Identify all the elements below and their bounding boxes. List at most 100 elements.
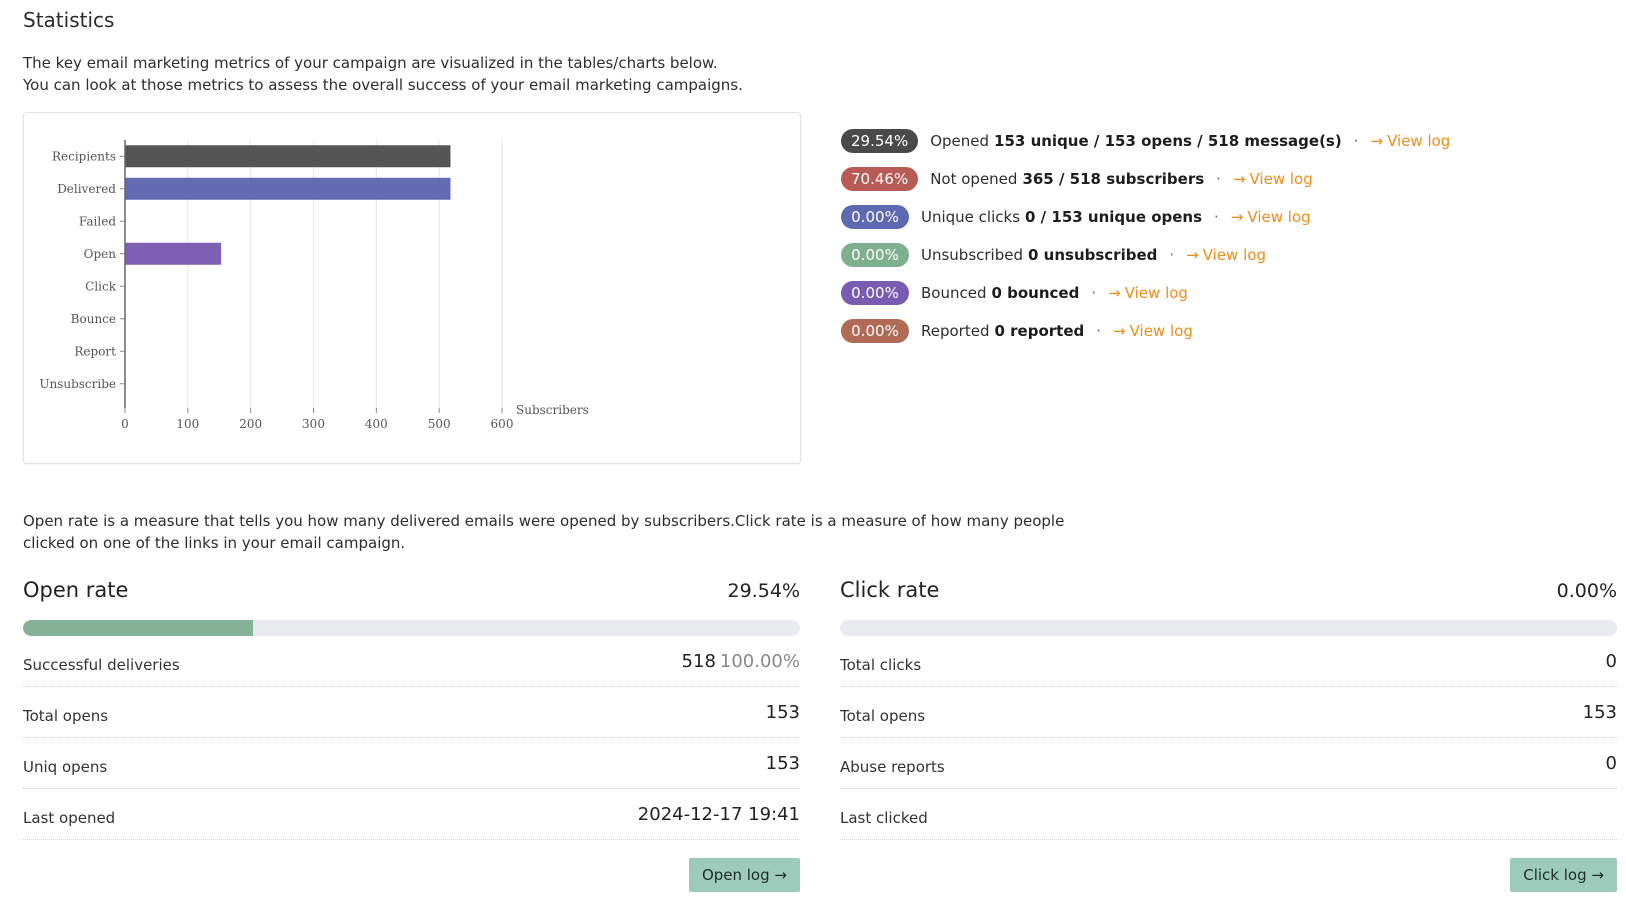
view-log-label: View log [1202,246,1266,264]
x-axis-label: Subscribers [516,403,589,417]
stat-label: Unique clicks [921,208,1021,226]
x-tick-label: 200 [239,417,262,431]
category-label: Unsubscribe [39,377,116,391]
x-tick-label: 500 [428,417,451,431]
stat-label: Unsubscribed [921,246,1023,264]
row-label: Last clicked [840,809,928,827]
stat-row-not-opened: 70.46% Not opened 365 / 518 subscribers … [841,160,1601,198]
click-rate-footer: Click log → [840,858,1617,892]
view-log-link-opened[interactable]: → View log [1371,132,1451,150]
x-tick-label: 300 [302,417,325,431]
stats-list: 29.54% Opened 153 unique / 153 opens / 5… [841,122,1601,350]
view-log-link-unique-clicks[interactable]: → View log [1231,208,1311,226]
open-rate-row-deliveries: Successful deliveries 518 100.00% [23,636,800,687]
click-rate-progress-bar [840,620,1617,636]
view-log-label: View log [1247,208,1311,226]
stat-label: Not opened [930,170,1018,188]
stat-badge: 0.00% [841,205,909,229]
stat-detail: 0 unsubscribed [1028,246,1158,264]
click-rate-panel: Click rate 0.00% Total clicks 0 Total op… [840,578,1617,892]
bar-delivered [125,177,451,200]
stat-label: Bounced [921,284,987,302]
open-rate-progress-fill [23,620,253,636]
arrow-right-icon: → [1186,246,1199,264]
open-rate-footer: Open log → [23,858,800,892]
row-value: 153 [765,752,800,774]
bar-recipients [125,145,451,168]
stat-detail: 365 / 518 subscribers [1022,170,1205,188]
separator-dot: · [1353,132,1359,150]
separator-dot: · [1214,208,1219,226]
stat-row-unsubscribed: 0.00% Unsubscribed 0 unsubscribed · → Vie… [841,236,1601,274]
stat-badge: 70.46% [841,167,919,191]
row-value: 2024-12-17 19:41 [637,803,800,825]
x-tick-label: 0 [121,417,129,431]
open-rate-row-total-opens: Total opens 153 [23,687,800,738]
separator-dot: · [1216,170,1221,188]
click-rate-title: Click rate [840,578,940,602]
open-log-button[interactable]: Open log → [688,858,800,892]
arrow-right-icon: → [1370,132,1384,150]
bar-open [125,242,222,265]
stat-detail: 0 reported [994,322,1085,340]
stat-badge: 0.00% [841,281,909,305]
category-label: Report [74,344,116,358]
row-value: 518 100.00% [682,651,800,672]
click-rate-row-abuse-reports: Abuse reports 0 [840,738,1617,789]
open-rate-progress-bar [23,620,800,636]
open-rate-row-uniq-opens: Uniq opens 153 [23,738,800,789]
stat-badge: 0.00% [841,243,909,267]
stat-detail: 0 bounced [991,284,1080,302]
category-label: Delivered [57,182,116,196]
click-log-label: Click log [1523,866,1587,884]
view-log-label: View log [1129,322,1193,340]
stat-badge: 0.00% [841,319,909,343]
click-rate-header: Click rate 0.00% [840,578,1617,608]
x-tick-label: 400 [365,417,388,431]
category-label: Click [85,279,117,293]
stat-row-bounced: 0.00% Bounced 0 bounced · → View log [841,274,1601,312]
stat-row-reported: 0.00% Reported 0 reported · → View log [841,312,1601,350]
click-rate-row-total-clicks: Total clicks 0 [840,636,1617,687]
arrow-right-icon: → [774,866,787,884]
click-log-button[interactable]: Click log → [1510,858,1617,892]
row-label: Last opened [23,809,116,827]
category-label: Bounce [71,312,116,326]
row-value: 0 [1605,752,1617,774]
open-rate-row-last-opened: Last opened 2024-12-17 19:41 [23,789,800,840]
category-label: Open [84,247,117,261]
view-log-link-bounced[interactable]: → View log [1108,284,1188,302]
category-label: Recipients [52,149,116,163]
view-log-link-not-opened[interactable]: → View log [1233,170,1313,188]
stat-detail: 153 unique / 153 opens / 518 message(s) [994,132,1342,150]
row-value-percent: 100.00% [719,650,800,672]
open-rate-value: 29.54% [727,580,800,602]
open-rate-panel: Open rate 29.54% Successful deliveries 5… [23,578,800,892]
click-rate-row-last-clicked: Last clicked [840,789,1617,840]
row-label: Successful deliveries [23,656,180,674]
view-log-label: View log [1124,284,1188,302]
separator-dot: · [1091,284,1097,302]
separator-dot: · [1169,246,1175,264]
row-value: 153 [765,701,800,723]
chart-canvas: 0 100 200 300 400 500 600 Recipients Delivered Fa… [39,140,589,431]
view-log-label: View log [1249,170,1313,188]
arrow-right-icon: → [1591,866,1604,884]
click-rate-row-total-opens: Total opens 153 [840,687,1617,738]
arrow-right-icon: → [1113,322,1126,340]
x-tick-label: 600 [491,417,514,431]
stat-label: Opened [930,132,990,150]
row-label: Total opens [840,707,926,725]
open-rate-header: Open rate 29.54% [23,578,800,608]
row-label: Total clicks [840,656,922,674]
row-value-main: 518 [681,650,716,672]
arrow-right-icon: → [1230,208,1244,226]
stat-row-opened: 29.54% Opened 153 unique / 153 opens / 5… [841,122,1601,160]
stat-row-unique-clicks: 0.00% Unique clicks 0 / 153 unique opens… [841,198,1601,236]
view-log-label: View log [1387,132,1451,150]
view-log-link-reported[interactable]: → View log [1113,322,1193,340]
stat-badge: 29.54% [841,129,919,153]
row-label: Uniq opens [23,758,108,776]
view-log-link-unsubscribed[interactable]: → View log [1186,246,1266,264]
